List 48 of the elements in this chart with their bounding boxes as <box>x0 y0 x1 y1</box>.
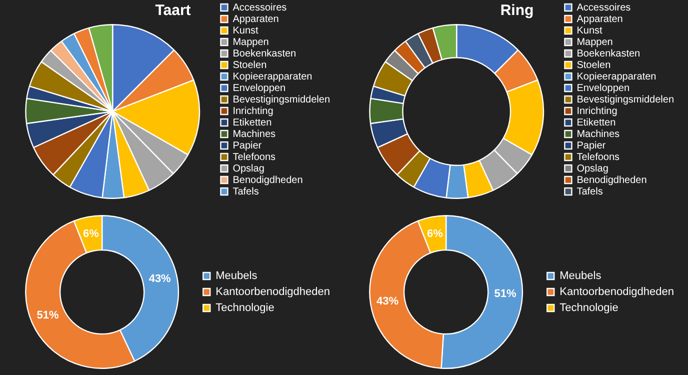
legend-label: Inrichting <box>576 106 618 117</box>
legend-label: Technologie <box>216 302 274 314</box>
legend-label: Etiketten <box>576 117 616 128</box>
data-label: 43% <box>376 295 399 308</box>
legend-label: Telefoons <box>232 152 276 163</box>
legend-label: Benodigdheden <box>576 174 647 186</box>
legend-label: Telefoons <box>576 152 620 163</box>
legend-label: Technologie <box>560 302 618 314</box>
legend-label: Etiketten <box>232 117 272 128</box>
legend-label: Benodigdheden <box>232 174 303 186</box>
legend-label: Tafels <box>576 186 603 198</box>
legend-label: Opslag <box>232 163 264 174</box>
legend-label: Kantoorbenodigdheden <box>216 286 330 298</box>
data-label: 51% <box>494 288 516 300</box>
data-label: 51% <box>36 310 59 322</box>
legend-label: Enveloppen <box>576 82 630 94</box>
legend-label: Meubels <box>560 270 602 282</box>
data-label: 6% <box>83 228 100 240</box>
legend-label: Mappen <box>232 36 269 48</box>
legend-label: Stoelen <box>576 60 611 71</box>
legend-label: Opslag <box>576 163 608 174</box>
legend-label: Accessoires <box>232 2 287 14</box>
legend-label: Tafels <box>232 186 259 198</box>
legend-label: Bevestigingsmiddelen <box>232 94 330 106</box>
legend-label: Mappen <box>576 36 613 48</box>
data-label: 6% <box>427 228 444 240</box>
chart-title: Taart <box>155 2 191 20</box>
legend-label: Kantoorbenodigdheden <box>560 286 674 298</box>
legend-label: Meubels <box>216 270 258 282</box>
data-label: 43% <box>148 273 172 286</box>
legend-label: Enveloppen <box>232 82 286 94</box>
legend-label: Papier <box>576 140 606 152</box>
legend-label: Machines <box>232 128 276 140</box>
legend-label: Stoelen <box>232 60 267 71</box>
legend-label: Boekenkasten <box>576 48 640 60</box>
legend-label: Boekenkasten <box>232 48 296 60</box>
legend-label: Apparaten <box>232 14 279 25</box>
legend-label: Inrichting <box>232 106 274 117</box>
legend-label: Bevestigingsmiddelen <box>576 94 674 106</box>
legend-label: Kopieerapparaten <box>576 71 656 82</box>
legend-label: Kunst <box>232 25 259 36</box>
chart-title: Ring <box>500 2 534 20</box>
legend-label: Kunst <box>576 25 603 36</box>
legend-label: Apparaten <box>576 14 623 25</box>
legend-label: Accessoires <box>576 2 631 14</box>
legend-label: Machines <box>576 128 620 140</box>
legend-label: Kopieerapparaten <box>232 71 312 82</box>
legend-label: Papier <box>232 140 262 152</box>
